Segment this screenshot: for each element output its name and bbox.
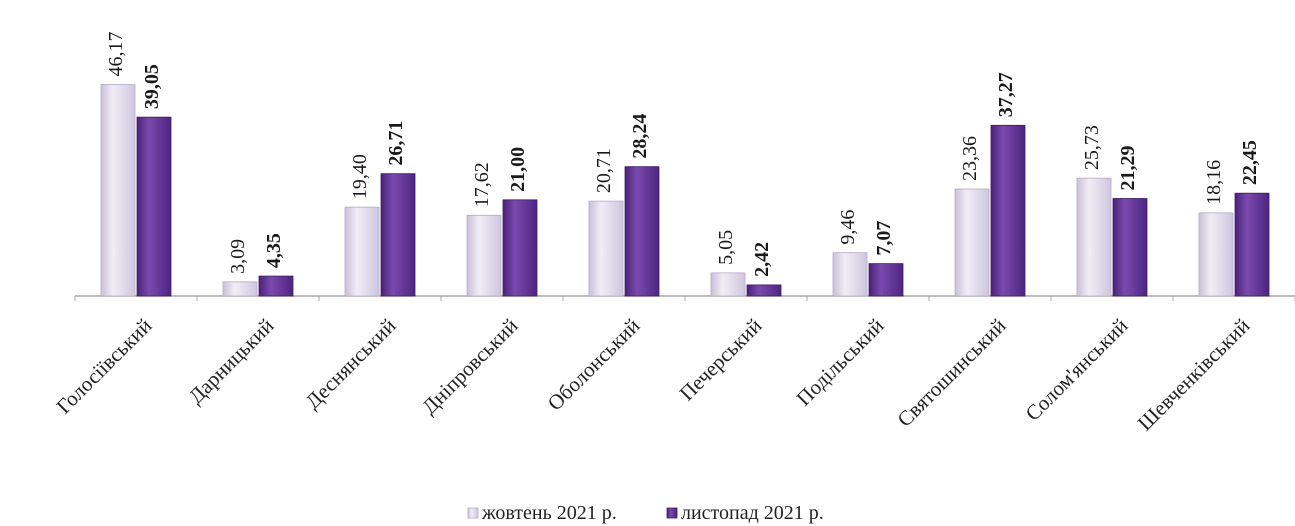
category-label: Оболонський <box>543 314 645 416</box>
value-label: 23,36 <box>959 136 981 181</box>
bar-november-9 <box>1235 193 1269 296</box>
value-label: 25,73 <box>1081 125 1103 170</box>
bar-october-8 <box>1077 178 1111 296</box>
value-label: 18,16 <box>1203 160 1225 205</box>
value-label: 20,71 <box>593 148 615 193</box>
category-label: Шевченківський <box>1133 314 1255 436</box>
value-label: 26,71 <box>385 121 407 166</box>
category-label: Святошинський <box>892 314 1010 432</box>
value-label: 9,46 <box>837 210 859 245</box>
category-label: Дарницький <box>184 314 279 409</box>
category-label: Дніпровський <box>417 314 522 419</box>
category-label: Солом'янський <box>1021 314 1133 426</box>
value-label: 39,05 <box>141 64 163 109</box>
value-label: 7,07 <box>873 221 895 256</box>
value-label: 2,42 <box>751 242 773 277</box>
bar-november-0 <box>137 117 171 296</box>
category-label: Голосіївський <box>52 314 157 419</box>
legend-label-october: жовтень 2021 р. <box>481 502 617 524</box>
legend-label-november: листопад 2021 р. <box>681 502 824 524</box>
category-label: Печерський <box>675 314 767 406</box>
value-label: 21,29 <box>1117 145 1139 190</box>
bar-october-0 <box>101 85 135 296</box>
bar-november-5 <box>747 285 781 296</box>
value-label: 4,35 <box>263 233 285 268</box>
value-label: 21,00 <box>507 147 529 192</box>
bar-october-6 <box>833 253 867 296</box>
bar-october-5 <box>711 273 745 296</box>
bar-november-6 <box>869 264 903 296</box>
bar-november-3 <box>503 200 537 296</box>
bar-november-1 <box>259 276 293 296</box>
value-label: 46,17 <box>105 32 127 77</box>
legend-swatch-november <box>667 508 677 518</box>
category-labels-group: Голосіївський Дарницький Деснянський Дніпро… <box>52 314 1255 436</box>
bar-november-4 <box>625 167 659 296</box>
value-label: 3,09 <box>227 239 249 274</box>
value-label: 19,40 <box>349 154 371 199</box>
legend-swatch-october <box>468 508 478 518</box>
legend: жовтень 2021 р. листопад 2021 р. <box>468 502 824 524</box>
value-label: 5,05 <box>715 230 737 265</box>
value-label: 28,24 <box>629 114 651 159</box>
bar-october-7 <box>955 189 989 296</box>
category-label: Подільський <box>791 314 888 411</box>
value-label: 37,27 <box>995 72 1017 117</box>
bar-october-1 <box>223 282 257 296</box>
value-label: 22,45 <box>1239 140 1261 185</box>
bar-october-3 <box>467 215 501 296</box>
category-label: Деснянський <box>300 314 400 414</box>
bar-october-9 <box>1199 213 1233 296</box>
value-label: 17,62 <box>471 162 493 207</box>
bar-october-4 <box>589 201 623 296</box>
bar-november-7 <box>991 125 1025 296</box>
bar-october-2 <box>345 207 379 296</box>
bar-november-2 <box>381 174 415 296</box>
bar-november-8 <box>1113 198 1147 296</box>
